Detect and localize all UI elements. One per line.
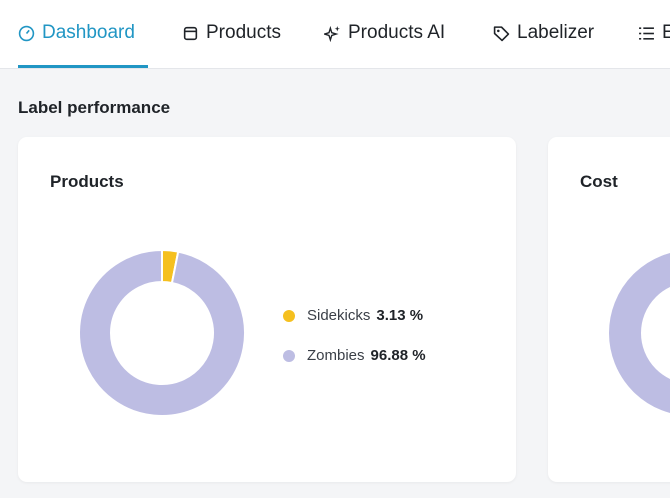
legend-name: Zombies [307,347,365,364]
donut-segment [78,248,246,417]
icon [639,26,654,40]
legend-value: 96.88 % [371,347,426,364]
legend-dot [283,350,295,362]
tab-label: Dashboard [42,22,135,43]
tab[interactable]: E [638,20,670,46]
tab[interactable]: Products AI [324,20,445,46]
icon [183,26,198,40]
card-title: Products [50,172,124,191]
card: Cost [548,137,670,482]
chart-placeholder [609,253,670,413]
tab[interactable]: Labelizer [493,20,594,46]
active-indicator [18,65,148,68]
chart: Sidekicks 3.13 % Zombies 96.88 % [78,248,426,417]
legend-value: 3.13 % [376,307,423,324]
tab-label: Products AI [348,22,446,43]
icon [18,25,35,41]
section-title: Label performance [18,98,171,117]
card: Products Sidekicks 3.13 % Zombies 96.88 % [18,137,516,482]
icon [324,25,340,42]
legend-name: Sidekicks [307,307,370,324]
legend-label: Zombies 96.88 % [307,347,426,364]
donut-ring [609,253,670,413]
tab[interactable]: Products [182,20,281,46]
tab-label: Products [206,22,281,43]
legend-dot [283,310,295,322]
tab-bar: Dashboard Products Products AI Labelizer… [0,0,670,69]
tab-label: E [662,22,670,43]
card-title: Cost [580,172,618,191]
legend-label: Sidekicks 3.13 % [307,307,423,324]
tab-label: Labelizer [517,22,595,43]
tab[interactable]: Dashboard [18,20,135,46]
icon [493,25,510,41]
